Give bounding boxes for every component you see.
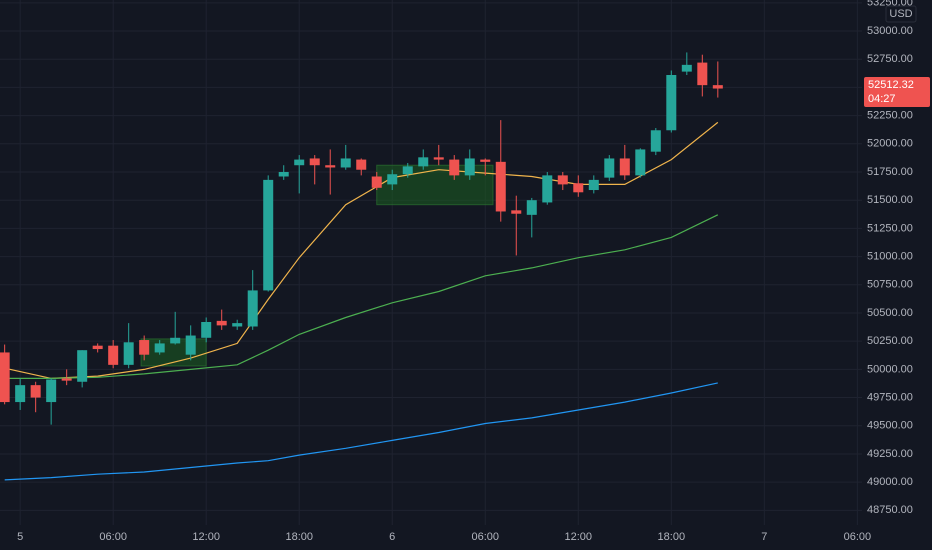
zone — [376, 164, 494, 206]
y-tick-label: 53000.00 — [867, 25, 913, 37]
x-tick-label: 12:00 — [192, 531, 220, 543]
y-tick-label: 51500.00 — [867, 194, 913, 206]
plot-area — [0, 52, 723, 481]
candle-body — [139, 340, 150, 355]
candle-body — [92, 345, 103, 350]
candle-body — [635, 149, 646, 176]
candle-body — [247, 290, 258, 327]
candle-body — [61, 378, 72, 381]
currency-box — [885, 5, 917, 23]
candle-body — [604, 158, 615, 178]
last-price-box — [864, 77, 930, 108]
candle-body — [495, 161, 506, 212]
candle-body — [263, 179, 274, 291]
candle-body — [232, 323, 243, 327]
x-tick-label: 06:00 — [844, 531, 872, 543]
x-tick-label: 12:00 — [565, 531, 593, 543]
y-tick-label: 50000.00 — [867, 363, 913, 375]
y-tick-label: 49000.00 — [867, 476, 913, 488]
candle-body — [697, 62, 708, 86]
candle-body — [666, 75, 677, 131]
y-tick-label: 50250.00 — [867, 335, 913, 347]
candle-body — [480, 159, 491, 162]
candle-body — [650, 130, 661, 152]
candle-body — [542, 175, 553, 203]
candle-body — [77, 350, 88, 382]
y-tick-label: 51250.00 — [867, 222, 913, 234]
y-tick-label: 52000.00 — [867, 138, 913, 150]
candle-body — [526, 200, 537, 215]
candle-body — [418, 157, 429, 167]
candle-body — [464, 158, 475, 176]
candle-body — [46, 379, 57, 403]
candle-body — [681, 64, 692, 72]
moving-average-line — [4, 214, 719, 379]
candle-body — [108, 345, 119, 365]
candle-body — [712, 85, 723, 89]
y-tick-label: 50750.00 — [867, 279, 913, 291]
candle-body — [201, 321, 212, 338]
candle-body — [15, 385, 26, 403]
candle-body — [371, 176, 382, 188]
x-tick-label: 06:00 — [99, 531, 127, 543]
y-tick-label: 51000.00 — [867, 250, 913, 262]
candle-body — [154, 343, 165, 353]
y-tick-label: 49250.00 — [867, 448, 913, 460]
x-tick-label: 18:00 — [285, 531, 313, 543]
candle-body — [588, 179, 599, 191]
y-tick-label: 49500.00 — [867, 420, 913, 432]
countdown-label: 04:27 — [868, 93, 896, 105]
candle-body — [0, 352, 10, 403]
candle-body — [185, 335, 196, 355]
moving-average-line — [4, 382, 718, 481]
y-tick-label: 53250.00 — [867, 0, 913, 9]
candle-body — [449, 159, 460, 176]
x-tick-label: 5 — [17, 531, 23, 543]
y-tick-label: 50500.00 — [867, 307, 913, 319]
candle-body — [216, 320, 227, 326]
x-tick-label: 18:00 — [658, 531, 686, 543]
y-tick-label: 51750.00 — [867, 166, 913, 178]
candle-body — [30, 385, 41, 398]
candle-body — [278, 171, 289, 177]
candle-body — [356, 159, 367, 170]
y-tick-label: 49750.00 — [867, 391, 913, 403]
y-tick-label: 48750.00 — [867, 504, 913, 516]
candle-body — [123, 342, 134, 365]
candle-body — [387, 174, 398, 185]
candle-body — [309, 158, 320, 166]
x-tick-label: 6 — [389, 531, 395, 543]
currency-label: USD — [889, 8, 912, 20]
x-tick-label: 7 — [761, 531, 767, 543]
candle-body — [557, 175, 568, 185]
candle-body — [402, 166, 413, 175]
y-tick-label: 52250.00 — [867, 110, 913, 122]
axes: 48750.00 49000.00 49250.00 49500.00 49750.00… — [17, 0, 930, 543]
x-tick-label: 06:00 — [471, 531, 499, 543]
candle-body — [433, 157, 444, 160]
candle-body — [619, 158, 630, 176]
candle-body — [511, 210, 522, 214]
last-price-label: 52512.32 — [868, 79, 914, 91]
candle-body — [294, 159, 305, 166]
candle-body — [573, 183, 584, 193]
candle-body — [325, 165, 336, 168]
y-tick-label: 52750.00 — [867, 53, 913, 65]
candle-body — [340, 158, 351, 168]
candle-body — [170, 337, 181, 344]
